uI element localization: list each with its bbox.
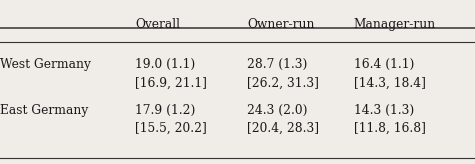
Text: 19.0 (1.1): 19.0 (1.1) bbox=[135, 58, 196, 71]
Text: [11.8, 16.8]: [11.8, 16.8] bbox=[354, 122, 426, 135]
Text: [16.9, 21.1]: [16.9, 21.1] bbox=[135, 77, 207, 90]
Text: [14.3, 18.4]: [14.3, 18.4] bbox=[354, 77, 426, 90]
Text: Manager-run: Manager-run bbox=[354, 18, 436, 31]
Text: Overall: Overall bbox=[135, 18, 180, 31]
Text: Owner-run: Owner-run bbox=[247, 18, 314, 31]
Text: 14.3 (1.3): 14.3 (1.3) bbox=[354, 104, 414, 117]
Text: 16.4 (1.1): 16.4 (1.1) bbox=[354, 58, 414, 71]
Text: East Germany: East Germany bbox=[0, 104, 88, 117]
Text: 17.9 (1.2): 17.9 (1.2) bbox=[135, 104, 196, 117]
Text: 28.7 (1.3): 28.7 (1.3) bbox=[247, 58, 307, 71]
Text: West Germany: West Germany bbox=[0, 58, 91, 71]
Text: 24.3 (2.0): 24.3 (2.0) bbox=[247, 104, 307, 117]
Text: [15.5, 20.2]: [15.5, 20.2] bbox=[135, 122, 207, 135]
Text: [20.4, 28.3]: [20.4, 28.3] bbox=[247, 122, 319, 135]
Text: [26.2, 31.3]: [26.2, 31.3] bbox=[247, 77, 319, 90]
